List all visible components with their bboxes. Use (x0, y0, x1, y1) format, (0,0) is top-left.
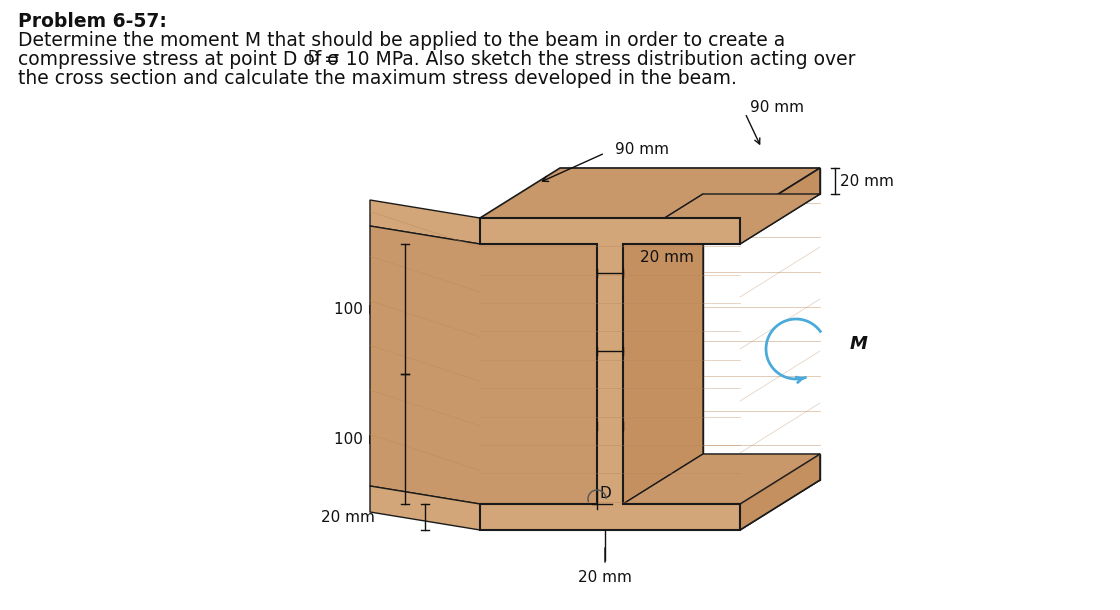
Polygon shape (740, 454, 820, 530)
Text: = 10 MPa. Also sketch the stress distribution acting over: = 10 MPa. Also sketch the stress distrib… (318, 50, 856, 69)
Text: 20 mm: 20 mm (840, 173, 894, 188)
Polygon shape (370, 200, 480, 244)
Text: 90 mm: 90 mm (750, 101, 804, 115)
Polygon shape (623, 194, 703, 504)
Text: compressive stress at point D of σ: compressive stress at point D of σ (18, 50, 339, 69)
Text: 20 mm: 20 mm (520, 328, 573, 343)
Text: Determine the moment M that should be applied to the beam in order to create a: Determine the moment M that should be ap… (18, 31, 785, 50)
Text: 20 mm: 20 mm (321, 509, 375, 525)
Text: D: D (308, 50, 319, 65)
Polygon shape (370, 486, 480, 530)
Polygon shape (623, 194, 820, 244)
Polygon shape (560, 168, 820, 480)
Polygon shape (480, 218, 740, 530)
Polygon shape (480, 168, 820, 218)
Text: Problem 6-57:: Problem 6-57: (18, 12, 167, 31)
Text: the cross section and calculate the maximum stress developed in the beam.: the cross section and calculate the maxi… (18, 69, 737, 88)
Text: M: M (850, 335, 868, 353)
Polygon shape (370, 226, 597, 504)
Polygon shape (623, 454, 820, 504)
Text: 90 mm: 90 mm (615, 143, 669, 157)
Text: D: D (599, 487, 610, 501)
Polygon shape (740, 168, 820, 244)
Polygon shape (480, 480, 820, 530)
Text: 20 mm: 20 mm (640, 250, 694, 265)
Text: 100 mm: 100 mm (334, 301, 396, 317)
Text: 20 mm: 20 mm (578, 570, 632, 585)
Text: 100 mm: 100 mm (334, 431, 396, 447)
